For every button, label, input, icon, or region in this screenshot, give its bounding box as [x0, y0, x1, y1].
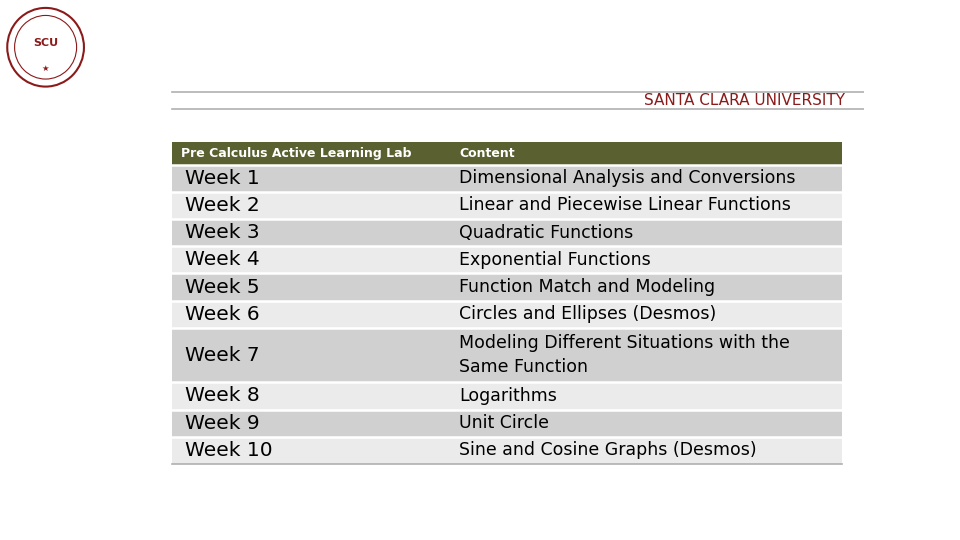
- Text: Week 3: Week 3: [185, 223, 260, 242]
- Bar: [450, 382, 842, 409]
- Text: Week 4: Week 4: [185, 251, 260, 269]
- Bar: [172, 192, 450, 219]
- Text: Dimensional Analysis and Conversions: Dimensional Analysis and Conversions: [459, 169, 796, 187]
- Text: Exponential Functions: Exponential Functions: [459, 251, 651, 269]
- Text: Content: Content: [459, 147, 515, 160]
- Text: Modeling Different Situations with the: Modeling Different Situations with the: [459, 334, 790, 352]
- Bar: [172, 328, 450, 382]
- Bar: [172, 246, 450, 273]
- Bar: [450, 219, 842, 246]
- Bar: [172, 409, 450, 437]
- Text: Week 7: Week 7: [185, 346, 260, 365]
- Bar: [450, 409, 842, 437]
- Bar: [172, 382, 450, 409]
- Text: Week 5: Week 5: [185, 278, 260, 296]
- Bar: [172, 273, 450, 301]
- Bar: [450, 301, 842, 328]
- Bar: [450, 273, 842, 301]
- Text: Same Function: Same Function: [459, 358, 588, 376]
- Text: Week 2: Week 2: [185, 196, 260, 215]
- Bar: [450, 165, 842, 192]
- Bar: [172, 165, 450, 192]
- Text: Week 8: Week 8: [185, 387, 260, 406]
- Text: SANTA CLARA UNIVERSITY: SANTA CLARA UNIVERSITY: [644, 93, 846, 109]
- Text: Circles and Ellipses (Desmos): Circles and Ellipses (Desmos): [459, 305, 716, 323]
- Bar: [450, 437, 842, 464]
- Text: Pre Calculus Active Learning Lab: Pre Calculus Active Learning Lab: [181, 147, 412, 160]
- Text: Logarithms: Logarithms: [459, 387, 557, 405]
- Bar: [450, 328, 842, 382]
- Text: Week 6: Week 6: [185, 305, 260, 324]
- Text: Function Match and Modeling: Function Match and Modeling: [459, 278, 715, 296]
- Bar: [450, 141, 842, 165]
- Bar: [172, 301, 450, 328]
- Text: Week 9: Week 9: [185, 414, 260, 433]
- Text: Week 10: Week 10: [185, 441, 273, 460]
- Bar: [450, 192, 842, 219]
- Text: ★: ★: [42, 64, 49, 73]
- Bar: [450, 246, 842, 273]
- Text: Week 1: Week 1: [185, 168, 260, 188]
- Text: SCU: SCU: [33, 38, 59, 48]
- Bar: [172, 141, 450, 165]
- Text: Quadratic Functions: Quadratic Functions: [459, 224, 634, 241]
- Text: Linear and Piecewise Linear Functions: Linear and Piecewise Linear Functions: [459, 197, 791, 214]
- Bar: [172, 219, 450, 246]
- Text: Sine and Cosine Graphs (Desmos): Sine and Cosine Graphs (Desmos): [459, 441, 756, 460]
- Text: Unit Circle: Unit Circle: [459, 414, 549, 432]
- Bar: [172, 437, 450, 464]
